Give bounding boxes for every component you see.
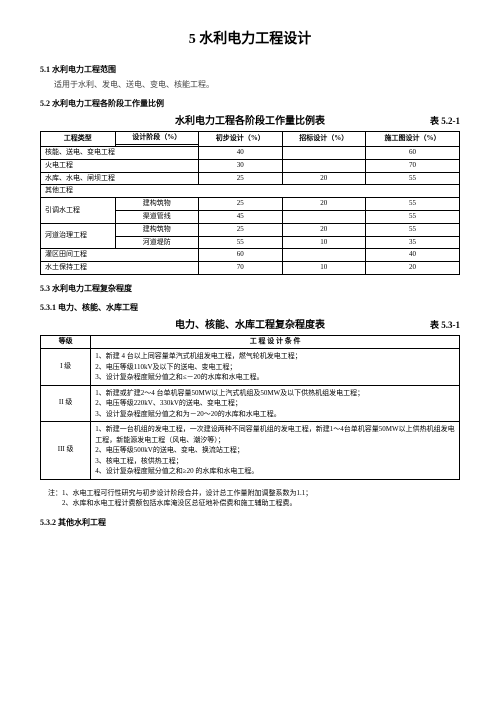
- table-row: 水库、水电、闸坝工程 25 20 55: [41, 172, 460, 185]
- table-5-3: 等级 工 程 设 计 条 件 I 级 1、新建 4 台以上同容量单汽式机组发电工…: [40, 335, 460, 479]
- section-5-2-heading: 5.2 水利电力工程各阶段工作量比例: [40, 98, 460, 109]
- table-row: II 级 1、新建或扩建2～4 台单机容量50MW以上汽式机组及50MW及以下供…: [41, 385, 460, 422]
- table-5-3-notes: 注：1、水电工程可行性研究与初步设计阶段合并，设计总工作量附加调整系数为1.1；…: [48, 488, 460, 509]
- col-project-type: 工程类型: [41, 132, 116, 147]
- table-row: 灌区田间工程 60 40: [41, 249, 460, 262]
- table-5-3-title-row: 电力、核能、水库工程复杂程度表 表 5.3-1: [40, 319, 460, 333]
- table-row: 核能、送电、变电工程 40 60: [41, 146, 460, 159]
- table-5-2: 工程类型 设计阶段（%） 初步设计（%） 招标设计（%） 施工图设计（%） 核能…: [40, 131, 460, 275]
- table-row: 引调水工程 建构筑物 25 20 55: [41, 198, 460, 211]
- chapter-title: 5 水利电力工程设计: [40, 30, 460, 50]
- col-construct: 施工图设计（%）: [366, 132, 460, 147]
- note-line: 2、水库和水电工程计费额包括水库淹没区总征地补偿费和施工辅助工程费。: [48, 498, 460, 509]
- table-row: 河道治理工程 建构筑物 25 20 55: [41, 223, 460, 236]
- table-5-3-title: 电力、核能、水库工程复杂程度表: [175, 319, 325, 333]
- table-row: 其他工程: [41, 185, 460, 198]
- table-row: III 级 1、新建一台机组的发电工程，一次建设两种不同容量机组的发电工程，新建…: [41, 422, 460, 480]
- col-bid: 招标设计（%）: [282, 132, 366, 147]
- col-stage: 设计阶段（%）: [115, 132, 199, 145]
- table-5-2-number: 表 5.2-1: [430, 115, 460, 128]
- col-conditions: 工 程 设 计 条 件: [91, 336, 460, 349]
- section-5-3-1-heading: 5.3.1 电力、核能、水库工程: [40, 302, 460, 313]
- section-5-3-2-heading: 5.3.2 其他水利工程: [40, 517, 460, 528]
- list-item: 3、设计复杂程度赋分值之和为－20～20的水库和水电工程。: [95, 409, 455, 420]
- list-item: 4、设计复杂程度赋分值之和≥20 的水库和水电工程。: [95, 466, 455, 477]
- list-item: 3、核电工程，核供热工程；: [95, 456, 455, 467]
- table-5-3-number: 表 5.3-1: [430, 319, 460, 332]
- list-item: 1、新建 4 台以上同容量单汽式机组发电工程，燃气轮机发电工程；: [95, 351, 455, 362]
- table-row: 水土保持工程 70 10 20: [41, 262, 460, 275]
- section-5-1-body: 适用于水利、发电、送电、变电、核能工程。: [54, 79, 460, 90]
- table-5-2-title: 水利电力工程各阶段工作量比例表: [175, 115, 325, 129]
- section-5-1-heading: 5.1 水利电力工程范围: [40, 64, 460, 75]
- table-row: I 级 1、新建 4 台以上同容量单汽式机组发电工程，燃气轮机发电工程； 2、电…: [41, 349, 460, 386]
- col-prelim: 初步设计（%）: [199, 132, 283, 147]
- list-item: 3、设计复杂程度赋分值之和≤－20的水库和水电工程。: [95, 372, 455, 383]
- list-item: 1、新建或扩建2～4 台单机容量50MW以上汽式机组及50MW及以下供热机组发电…: [95, 388, 455, 399]
- list-item: 2、电压等级220kV、330kV的送电、变电工程；: [95, 398, 455, 409]
- list-item: 2、电压等级110kV及以下的送电、变电工程；: [95, 362, 455, 373]
- col-grade: 等级: [41, 336, 91, 349]
- list-item: 1、新建一台机组的发电工程，一次建设两种不同容量机组的发电工程，新建1～4台单机…: [95, 424, 455, 445]
- section-5-3-heading: 5.3 水利电力工程复杂程度: [40, 283, 460, 294]
- note-line: 注：1、水电工程可行性研究与初步设计阶段合并，设计总工作量附加调整系数为1.1；: [48, 488, 460, 499]
- list-item: 2、电压等级500kV的送电、变电、换流站工程；: [95, 445, 455, 456]
- table-5-2-title-row: 水利电力工程各阶段工作量比例表 表 5.2-1: [40, 115, 460, 129]
- table-row: 火电工程 30 70: [41, 159, 460, 172]
